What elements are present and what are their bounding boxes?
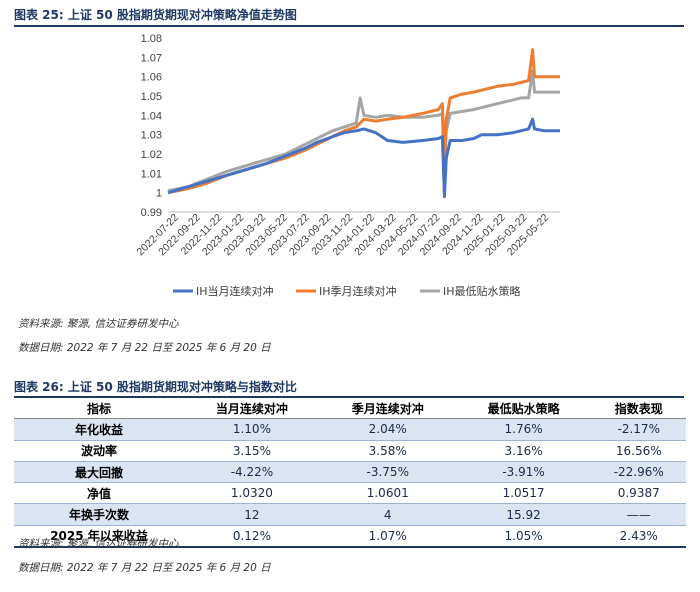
table-cell: -4.22% [230, 465, 274, 480]
table-cell: -22.96% [613, 465, 664, 480]
figure-25-source: 资料来源: 聚源, 信达证券研发中心 [18, 318, 179, 330]
y-tick-label: 1.01 [141, 168, 162, 180]
table-header-row: 指标 当月连续对冲 季月连续对冲 最低贴水策略 指数表现 [14, 398, 686, 419]
table-cell: 15.92 [506, 507, 541, 522]
header-cell: 指数表现 [614, 401, 663, 416]
table-cell: 1.05% [504, 528, 543, 543]
series-line [167, 117, 560, 198]
table-cell: 2.04% [368, 422, 407, 437]
y-tick-label: 1.05 [141, 91, 162, 103]
title-rule [14, 396, 684, 398]
table-row: 年化收益 1.10% 2.04% 1.76% -2.17% [14, 418, 686, 441]
table-cell: 1.0601 [366, 486, 409, 501]
series-line [167, 69, 560, 193]
figure-25-date: 数据日期: 2022 年 7 月 22 日至 2025 年 6 月 20 日 [18, 342, 271, 354]
table-cell: 1.76% [504, 422, 543, 437]
table-cell: -3.75% [366, 465, 409, 480]
y-tick-label: 1.08 [141, 33, 162, 45]
title-rule [14, 25, 684, 27]
table-cell: 3.16% [504, 443, 543, 458]
table-cell: 3.58% [368, 443, 407, 458]
header-cell: 最低贴水策略 [487, 401, 560, 416]
line-chart: 0.9911.011.021.031.041.051.061.071.08202… [135, 33, 560, 298]
table-cell: 1.10% [232, 422, 271, 437]
table-cell: 12 [244, 507, 260, 522]
comparison-table: 指标 当月连续对冲 季月连续对冲 最低贴水策略 指数表现 年化收益 1.10% 2.… [14, 398, 686, 548]
legend-label: IH最低贴水策略 [443, 284, 521, 298]
header-cell: 指标 [86, 401, 111, 416]
figure-25-title: 图表 25: 上证 50 股指期货期现对冲策略净值走势图 [14, 8, 297, 22]
table-cell: 1.0517 [502, 486, 545, 501]
row-label: 年换手次数 [68, 508, 129, 523]
row-label: 波动率 [80, 444, 117, 459]
table-cell: 3.15% [232, 443, 271, 458]
table-row: 2025 年以来收益 0.12% 1.07% 1.05% 2.43% [14, 525, 686, 548]
table-cell: -3.91% [502, 465, 545, 480]
legend-label: IH当月连续对冲 [196, 284, 274, 298]
legend-label: IH季月连续对冲 [319, 284, 397, 298]
row-label: 年化收益 [74, 422, 123, 437]
table-cell: —— [626, 507, 651, 522]
table-cell: 0.9387 [617, 486, 660, 501]
table-row: 最大回撤 -4.22% -3.75% -3.91% -22.96% [14, 461, 686, 483]
y-tick-label: 1.02 [141, 149, 162, 161]
table-cell: 0.12% [232, 528, 271, 543]
table-cell: -2.17% [617, 422, 660, 437]
table-cell: 16.56% [615, 443, 662, 458]
table-cell: 4 [383, 507, 392, 522]
table-cell: 2.43% [619, 528, 658, 543]
table-cell: 1.0320 [230, 486, 273, 501]
y-tick-label: 1.06 [141, 72, 162, 84]
table-row: 波动率 3.15% 3.58% 3.16% 16.56% [14, 440, 686, 462]
table-row: 年换手次数 12 4 15.92 —— [14, 503, 686, 526]
row-label: 最大回撤 [74, 465, 123, 480]
table-cell: 1.07% [368, 528, 407, 543]
y-tick-label: 1 [156, 188, 162, 200]
row-label: 净值 [86, 486, 111, 501]
y-tick-label: 0.99 [141, 207, 162, 219]
y-tick-label: 1.07 [141, 52, 162, 64]
figure-26-source: 资料来源: 聚源, 信达证券研发中心 [18, 538, 179, 550]
figure-26-date: 数据日期: 2022 年 7 月 22 日至 2025 年 6 月 20 日 [18, 562, 271, 574]
y-tick-label: 1.03 [141, 130, 162, 142]
header-cell: 季月连续对冲 [351, 401, 424, 416]
row-label: 2025 年以来收益 [50, 529, 148, 544]
figure-26-title: 图表 26: 上证 50 股指期货期现对冲策略与指数对比 [14, 380, 297, 394]
table-row: 净值 1.0320 1.0601 1.0517 0.9387 [14, 483, 686, 504]
y-tick-label: 1.04 [141, 110, 162, 122]
header-cell: 当月连续对冲 [215, 401, 288, 416]
